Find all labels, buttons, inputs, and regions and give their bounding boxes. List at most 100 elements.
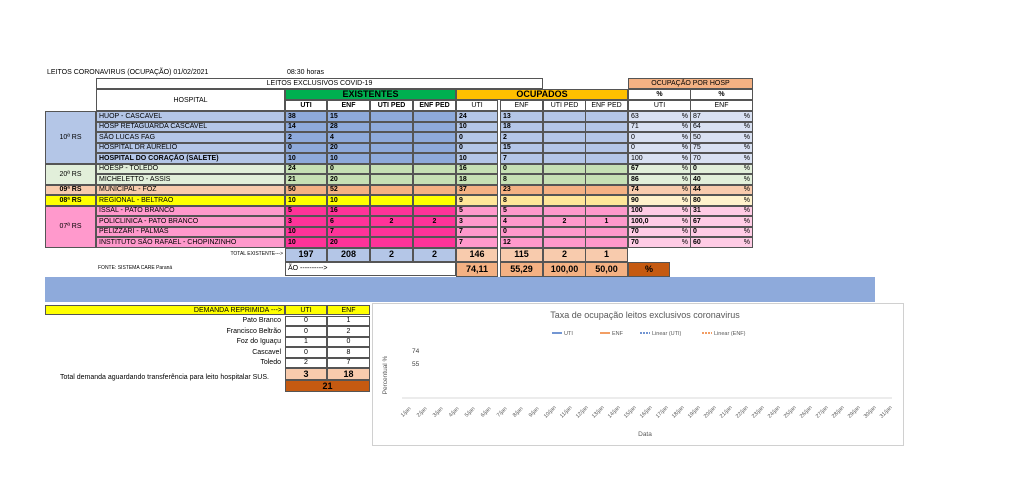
- chart-frame: [372, 303, 904, 446]
- existentes-value: 6: [327, 216, 370, 227]
- ocupados-value: [543, 174, 586, 185]
- region-label: 09ª RS: [45, 184, 96, 195]
- ocupados-value: [585, 184, 628, 195]
- existentes-value: 10: [327, 195, 370, 206]
- pct-unit: %: [660, 142, 690, 153]
- pct-subcol-header: UTI: [628, 100, 691, 111]
- total-existentes: 197: [285, 247, 327, 262]
- total-existentes: 208: [327, 247, 370, 262]
- existentes-value: 3: [285, 216, 327, 227]
- ocupados-value: [585, 142, 628, 153]
- pct-unit: %: [660, 184, 690, 195]
- subcol-header: ENF: [327, 100, 370, 111]
- pct-value: 100: [628, 153, 660, 164]
- existentes-value: [413, 142, 456, 153]
- ocupados-value: 16: [456, 163, 498, 174]
- legend-label: Linear (UTI): [652, 331, 682, 337]
- ocupados-value: [543, 132, 586, 143]
- existentes-value: [413, 205, 456, 216]
- demand-label: DEMANDA REPRIMIDA --->: [45, 305, 285, 315]
- region-label: 10ª RS: [45, 111, 96, 164]
- existentes-value: 16: [327, 205, 370, 216]
- pct-value: 80: [690, 195, 722, 206]
- legend-label: UTI: [564, 331, 573, 337]
- source: FONTE: SISTEMA CARE Paraná: [98, 265, 173, 271]
- pct-unit: %: [722, 184, 753, 195]
- existentes-value: [413, 153, 456, 164]
- demand-grand-total: 21: [285, 380, 370, 392]
- existentes-value: [413, 174, 456, 185]
- ocupados-value: 7: [456, 226, 498, 237]
- pct-value: 63: [628, 111, 660, 122]
- demand-enf: 1: [327, 315, 370, 326]
- ocupados-header: OCUPADOS: [456, 89, 628, 100]
- hospital-name: MICHELETTO - ASSIS: [96, 174, 285, 185]
- pct-value: 44: [690, 184, 722, 195]
- data-label: 55: [412, 361, 420, 368]
- pct-header: %: [690, 89, 753, 100]
- occupancy-title: OCUPAÇÃO POR HOSP: [628, 78, 753, 89]
- region-label: 08ª RS: [45, 195, 96, 206]
- subcol-header: UTI: [285, 100, 327, 111]
- ocupados-value: [543, 184, 586, 195]
- hospital-header: HOSPITAL: [96, 89, 285, 111]
- pct-unit: %: [722, 237, 753, 248]
- pct-unit: %: [722, 121, 753, 132]
- existentes-value: [370, 184, 413, 195]
- pct-unit: %: [660, 132, 690, 143]
- chart: Taxa de ocupação leitos exclusivos coron…: [372, 303, 904, 446]
- pct-value: 100: [628, 205, 660, 216]
- ocupados-value: 5: [456, 205, 498, 216]
- subcol-header: UTI PED: [370, 100, 413, 111]
- pct-unit: %: [722, 174, 753, 185]
- ocupados-value: 5: [500, 205, 543, 216]
- existentes-value: 38: [285, 111, 327, 122]
- demand-note: Total demanda aguardando transferência p…: [60, 373, 269, 381]
- pct-value: 90: [628, 195, 660, 206]
- existentes-value: 0: [285, 142, 327, 153]
- rate-label: ÃO ---------->: [285, 261, 456, 276]
- subcol-header: UTI PED: [543, 100, 586, 111]
- existentes-value: 14: [285, 121, 327, 132]
- ocupados-value: [585, 111, 628, 122]
- region-label: 20ª RS: [45, 163, 96, 185]
- report-time: 08:30 horas: [287, 68, 324, 76]
- pct-unit: %: [660, 237, 690, 248]
- x-label: Data: [638, 431, 652, 438]
- existentes-header: EXISTENTES: [285, 89, 456, 100]
- hospital-name: MUNICIPAL - FOZ: [96, 184, 285, 195]
- subcol-header: ENF PED: [413, 100, 456, 111]
- total-label: TOTAL EXISTENTE--->: [230, 251, 283, 257]
- existentes-value: [370, 153, 413, 164]
- existentes-value: [370, 195, 413, 206]
- rate-value: 100,00: [543, 261, 586, 277]
- ocupados-value: 8: [500, 195, 543, 206]
- hospital-name: POLICLINICA - PATO BRANCO: [96, 216, 285, 227]
- ocupados-value: 24: [456, 111, 498, 122]
- subcol-header: ENF PED: [585, 100, 628, 111]
- ocupados-value: 18: [500, 121, 543, 132]
- report-title: LEITOS CORONAVIRUS (OCUPAÇÃO) 01/02/2021: [47, 68, 209, 76]
- pct-value: 67: [628, 163, 660, 174]
- ocupados-value: 10: [456, 153, 498, 164]
- existentes-value: 0: [327, 163, 370, 174]
- existentes-value: 52: [327, 184, 370, 195]
- ocupados-value: [585, 226, 628, 237]
- demand-enf: 0: [327, 336, 370, 347]
- pct-unit: %: [660, 205, 690, 216]
- pct-value: 71: [628, 121, 660, 132]
- existentes-value: [370, 163, 413, 174]
- existentes-value: [413, 111, 456, 122]
- ocupados-value: [585, 153, 628, 164]
- existentes-value: 21: [285, 174, 327, 185]
- pct-value: 64: [690, 121, 722, 132]
- ocupados-value: [543, 111, 586, 122]
- pct-value: 50: [690, 132, 722, 143]
- hospital-name: HUOP - CASCAVEL: [96, 111, 285, 122]
- existentes-value: [370, 142, 413, 153]
- ocupados-value: 0: [456, 132, 498, 143]
- existentes-value: 15: [327, 111, 370, 122]
- ocupados-value: 18: [456, 174, 498, 185]
- pct-value: 87: [690, 111, 722, 122]
- pct-subcol-header: ENF: [690, 100, 753, 111]
